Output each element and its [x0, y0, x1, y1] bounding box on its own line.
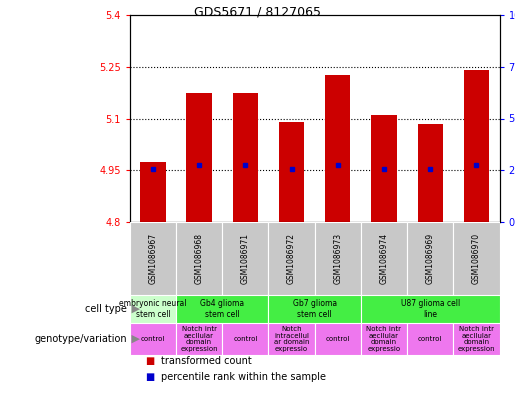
Bar	[407, 222, 453, 295]
Bar	[268, 323, 315, 355]
Text: control: control	[325, 336, 350, 342]
Text: control: control	[141, 336, 165, 342]
Text: genotype/variation: genotype/variation	[35, 334, 127, 344]
Text: embryonic neural
stem cell: embryonic neural stem cell	[119, 299, 186, 319]
Bar	[233, 93, 258, 222]
Bar	[130, 323, 176, 355]
Bar	[186, 93, 212, 222]
Text: control: control	[418, 336, 442, 342]
Text: Notch
intracellul
ar domain
expressio: Notch intracellul ar domain expressio	[274, 326, 310, 352]
Text: GSM1086974: GSM1086974	[380, 233, 388, 284]
Bar	[407, 323, 453, 355]
Bar	[464, 70, 489, 222]
Bar	[453, 222, 500, 295]
Bar	[222, 323, 268, 355]
Bar	[361, 323, 407, 355]
Bar	[315, 323, 361, 355]
Bar	[268, 295, 361, 323]
Bar	[222, 222, 268, 295]
Text: GSM1086970: GSM1086970	[472, 233, 481, 284]
Text: transformed count: transformed count	[161, 356, 251, 366]
Bar	[176, 222, 222, 295]
Bar	[371, 115, 397, 222]
Bar	[361, 295, 500, 323]
Bar	[315, 222, 361, 295]
Text: Notch intr
aecllular
domain
expression: Notch intr aecllular domain expression	[458, 326, 495, 352]
Text: Notch intr
aecllular
domain
expressio: Notch intr aecllular domain expressio	[367, 326, 402, 352]
Bar	[418, 124, 443, 222]
Text: GSM1086973: GSM1086973	[333, 233, 342, 284]
Bar	[176, 323, 222, 355]
Text: GSM1086972: GSM1086972	[287, 233, 296, 284]
Bar	[130, 295, 176, 323]
Text: GSM1086969: GSM1086969	[426, 233, 435, 284]
Bar	[268, 222, 315, 295]
Bar	[279, 122, 304, 222]
Bar	[176, 295, 268, 323]
Text: ▶: ▶	[128, 334, 140, 344]
Text: percentile rank within the sample: percentile rank within the sample	[161, 372, 325, 382]
Bar	[453, 323, 500, 355]
Text: ■: ■	[145, 372, 154, 382]
Text: GSM1086971: GSM1086971	[241, 233, 250, 284]
Text: GSM1086967: GSM1086967	[148, 233, 158, 284]
Text: GSM1086968: GSM1086968	[195, 233, 203, 284]
Text: Gb4 glioma
stem cell: Gb4 glioma stem cell	[200, 299, 244, 319]
Bar	[325, 75, 351, 222]
Text: ■: ■	[145, 356, 154, 366]
Text: Gb7 glioma
stem cell: Gb7 glioma stem cell	[293, 299, 337, 319]
Bar	[130, 222, 176, 295]
Text: U87 glioma cell
line: U87 glioma cell line	[401, 299, 460, 319]
Bar	[361, 222, 407, 295]
Text: cell type: cell type	[85, 304, 127, 314]
Text: Notch intr
aecllular
domain
expression: Notch intr aecllular domain expression	[180, 326, 218, 352]
Bar	[140, 162, 166, 222]
Text: control: control	[233, 336, 258, 342]
Text: GDS5671 / 8127065: GDS5671 / 8127065	[194, 6, 321, 19]
Text: ▶: ▶	[128, 304, 140, 314]
